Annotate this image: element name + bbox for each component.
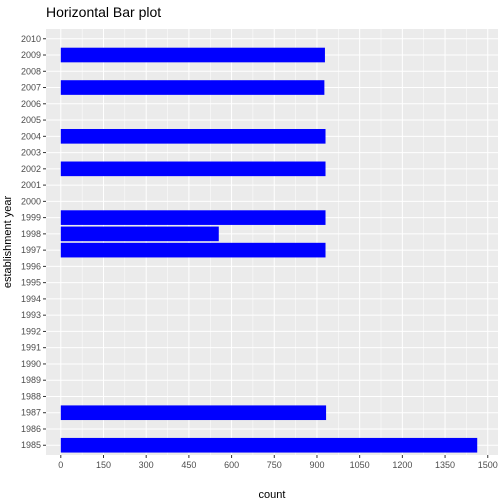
y-tick-label: 1993 — [21, 310, 41, 320]
y-tick-label: 2002 — [21, 164, 41, 174]
x-tick-label: 600 — [224, 460, 239, 470]
chart-title: Horizontal Bar plot — [46, 4, 161, 20]
bar-2007 — [60, 80, 325, 95]
y-tick-label: 2010 — [21, 34, 41, 44]
x-tick-label: 450 — [181, 460, 196, 470]
y-tick-label: 1990 — [21, 359, 41, 369]
y-axis-title: establishment year — [2, 196, 14, 289]
bar-1998 — [60, 226, 219, 242]
y-tick-label: 1992 — [21, 326, 41, 336]
x-tick-label: 300 — [139, 460, 154, 470]
bars — [60, 47, 478, 453]
bar-1987 — [60, 405, 327, 421]
x-tick-label: 1200 — [392, 460, 412, 470]
y-tick-label: 2007 — [21, 83, 41, 93]
y-axis: 1985 1986 1987 1988 1989 1990 1991 1992 1993 1994… — [21, 34, 46, 450]
minor-gridlines — [81, 29, 467, 455]
y-tick-label: 1997 — [21, 245, 41, 255]
x-axis: 0 150 300 450 600 750 900 1050 1200 1350 1500 — [58, 455, 498, 470]
y-tick-label: 1986 — [21, 424, 41, 434]
bar-2004 — [60, 128, 326, 144]
x-tick-label: 750 — [267, 460, 282, 470]
y-tick-label: 1991 — [21, 343, 41, 353]
bar-2002 — [60, 161, 326, 177]
bar-1985 — [60, 437, 478, 453]
x-tick-label: 0 — [58, 460, 63, 470]
x-tick-label: 1350 — [435, 460, 455, 470]
bar-2009 — [60, 47, 325, 63]
plot-panel — [46, 29, 498, 455]
y-tick-label: 1994 — [21, 294, 41, 304]
y-tick-label: 2009 — [21, 50, 41, 60]
y-tick-label: 1985 — [21, 440, 41, 450]
bar-1999 — [60, 210, 326, 225]
x-axis-title: count — [259, 489, 286, 501]
y-tick-label: 2005 — [21, 115, 41, 125]
y-tick-label: 2003 — [21, 148, 41, 158]
bar-1997 — [60, 242, 326, 258]
y-tick-label: 1989 — [21, 375, 41, 385]
y-tick-label: 1998 — [21, 229, 41, 239]
y-tick-label: 1995 — [21, 278, 41, 288]
x-tick-label: 1500 — [478, 460, 498, 470]
x-tick-label: 900 — [309, 460, 324, 470]
y-tick-label: 2008 — [21, 66, 41, 76]
y-tick-label: 2006 — [21, 99, 41, 109]
y-tick-label: 1987 — [21, 408, 41, 418]
y-tick-label: 2004 — [21, 131, 41, 141]
y-tick-label: 2001 — [21, 180, 41, 190]
x-tick-label: 150 — [96, 460, 111, 470]
y-tick-label: 1996 — [21, 261, 41, 271]
x-tick-label: 1050 — [350, 460, 370, 470]
y-tick-label: 1988 — [21, 391, 41, 401]
y-tick-label: 2000 — [21, 196, 41, 206]
y-tick-label: 1999 — [21, 213, 41, 223]
